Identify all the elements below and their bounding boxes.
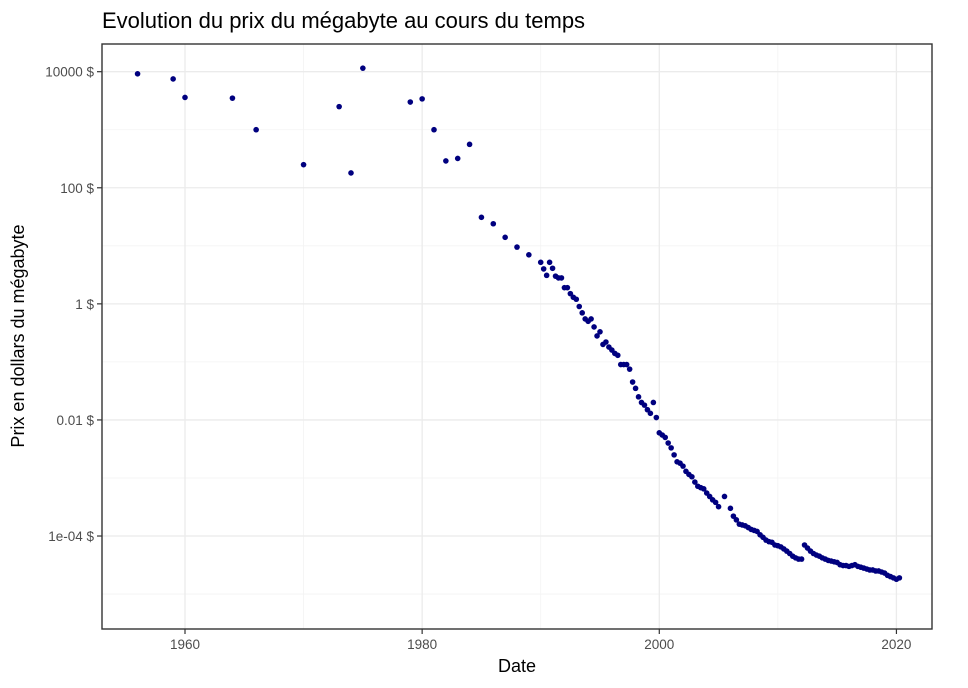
data-point bbox=[591, 324, 597, 330]
data-point bbox=[431, 126, 437, 133]
data-point bbox=[626, 366, 633, 372]
data-point bbox=[632, 385, 639, 392]
data-point bbox=[896, 575, 903, 581]
data-point bbox=[671, 452, 677, 458]
x-tick-label: 2020 bbox=[881, 637, 911, 652]
data-point bbox=[253, 126, 259, 133]
data-point bbox=[466, 141, 473, 148]
data-point bbox=[733, 517, 740, 523]
x-axis-title: Date bbox=[498, 656, 536, 676]
data-point bbox=[653, 414, 660, 421]
data-point bbox=[134, 70, 141, 77]
y-tick-label: 0.01 $ bbox=[56, 413, 94, 428]
plot-panel bbox=[102, 44, 932, 629]
x-tick-label: 1960 bbox=[170, 637, 200, 652]
data-point bbox=[588, 316, 594, 322]
grid-layer bbox=[102, 44, 932, 629]
x-tick-label: 1980 bbox=[407, 637, 437, 652]
data-point bbox=[478, 214, 485, 221]
data-point bbox=[348, 170, 354, 176]
data-point bbox=[454, 155, 461, 162]
data-point bbox=[443, 158, 449, 164]
data-point bbox=[576, 303, 583, 310]
data-point bbox=[692, 479, 698, 485]
data-point bbox=[490, 220, 497, 227]
data-point bbox=[650, 399, 657, 406]
plot-panel-border bbox=[101, 43, 933, 630]
data-point bbox=[680, 463, 686, 469]
data-point bbox=[579, 310, 586, 316]
y-tick-label: 1e-04 $ bbox=[48, 529, 94, 544]
data-point bbox=[502, 234, 508, 241]
y-axis-title: Prix en dollars du mégabyte bbox=[8, 224, 28, 447]
data-point bbox=[419, 96, 425, 102]
data-point bbox=[700, 486, 707, 492]
ticks-layer: 1960 1980 2000 2020 1e-04 $ 0.01 $ 1 $ 100 $ 100… bbox=[45, 65, 911, 652]
data-point bbox=[573, 296, 580, 303]
data-point bbox=[526, 252, 532, 258]
data-point bbox=[629, 379, 636, 385]
data-point bbox=[668, 445, 674, 451]
data-point bbox=[647, 410, 654, 417]
data-point bbox=[665, 440, 671, 446]
data-point bbox=[594, 333, 600, 339]
data-point bbox=[721, 493, 728, 500]
data-point bbox=[549, 265, 556, 272]
data-point bbox=[540, 266, 547, 272]
y-tick-label: 1 $ bbox=[75, 297, 94, 312]
data-point bbox=[407, 99, 414, 105]
data-point bbox=[597, 328, 603, 335]
data-point bbox=[546, 259, 553, 266]
data-point bbox=[662, 434, 669, 441]
x-tick-label: 2000 bbox=[644, 637, 674, 652]
data-point bbox=[715, 503, 722, 510]
data-point bbox=[360, 65, 366, 71]
data-point bbox=[558, 275, 565, 281]
y-tick-label: 100 $ bbox=[60, 181, 94, 196]
data-point bbox=[623, 361, 630, 368]
points-layer bbox=[134, 65, 903, 583]
data-point bbox=[229, 95, 236, 101]
data-point bbox=[712, 499, 719, 506]
data-point bbox=[300, 161, 307, 168]
data-point bbox=[689, 473, 695, 480]
data-point bbox=[182, 94, 188, 101]
data-point bbox=[798, 556, 805, 562]
data-point bbox=[564, 284, 571, 291]
data-point bbox=[641, 402, 648, 408]
chart-title: Evolution du prix du mégabyte au cours d… bbox=[102, 8, 586, 33]
data-point bbox=[514, 244, 520, 250]
data-point bbox=[727, 505, 734, 512]
y-tick-label: 10000 $ bbox=[45, 65, 94, 80]
data-point bbox=[537, 259, 544, 266]
data-point bbox=[336, 103, 342, 110]
data-point bbox=[170, 76, 176, 82]
data-point bbox=[614, 352, 621, 359]
data-point bbox=[543, 272, 550, 279]
data-point bbox=[635, 394, 642, 400]
data-point bbox=[603, 339, 609, 345]
